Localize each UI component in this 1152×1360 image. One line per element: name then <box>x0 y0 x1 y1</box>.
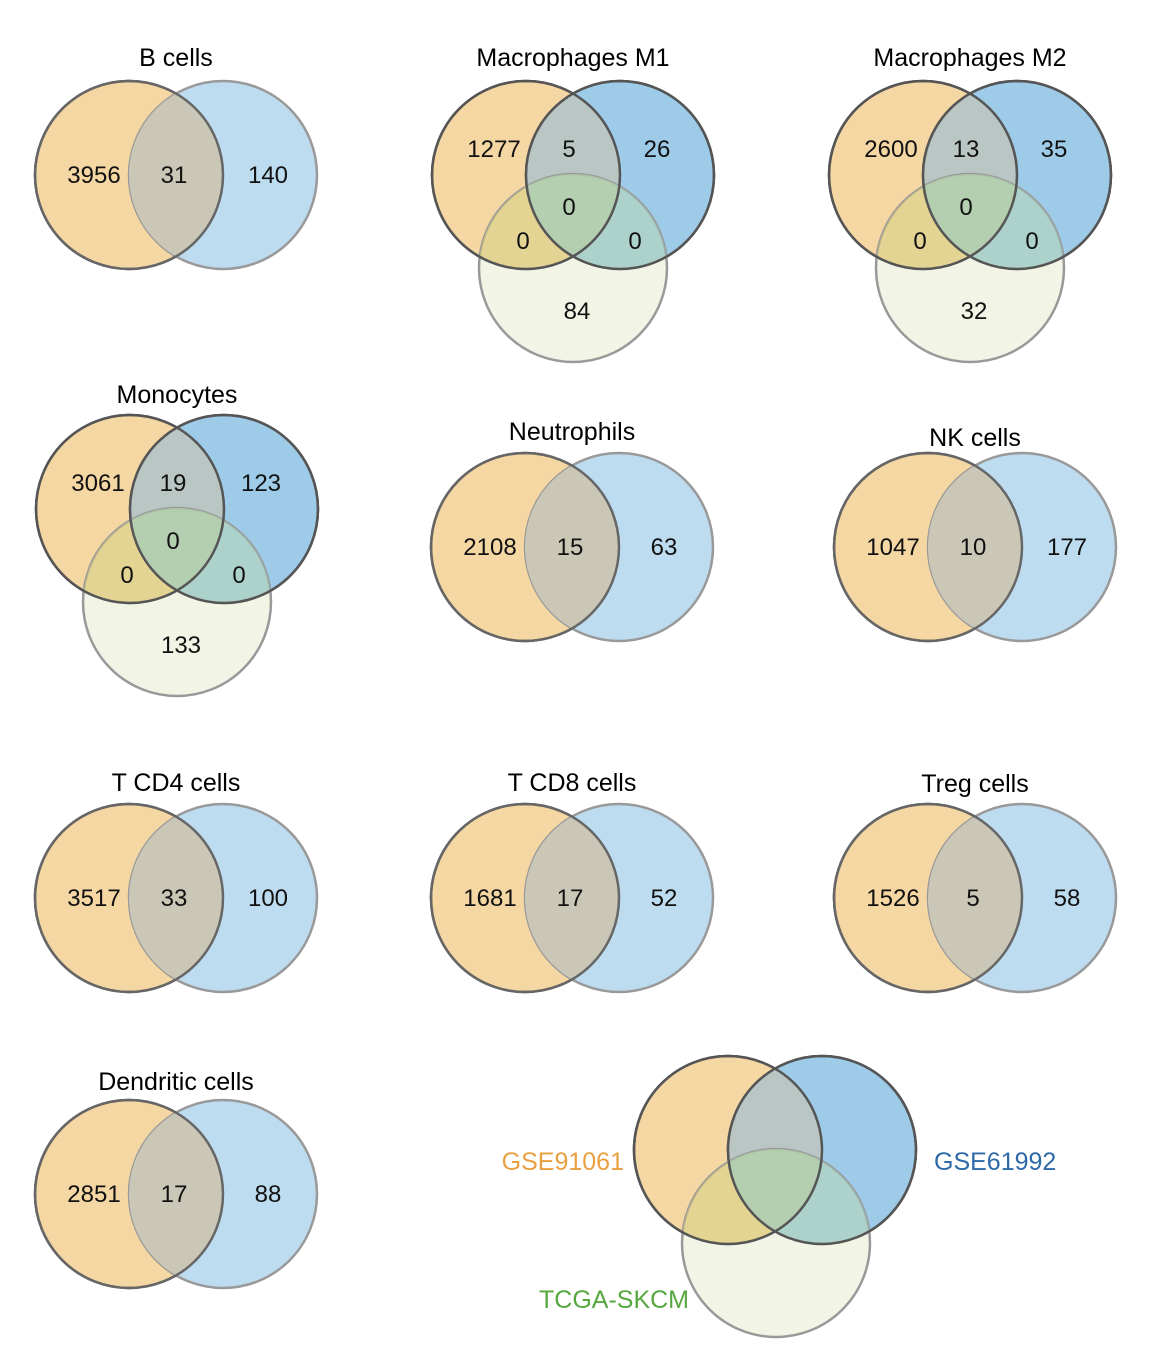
venn-panel-neutrophils: Neutrophils 2108 15 63 <box>429 418 715 643</box>
panel-title-macrophages-m2: Macrophages M2 <box>873 44 1066 72</box>
outline-gse91061 <box>832 802 1024 994</box>
outline-gse91061 <box>430 79 622 271</box>
count-a: 1277 <box>467 136 520 163</box>
count-b: 58 <box>1054 885 1081 912</box>
count-a: 1047 <box>866 534 919 561</box>
legend-outline-gse91061 <box>632 1054 824 1246</box>
count-abc: 0 <box>562 194 575 221</box>
count-ac: 0 <box>120 562 133 589</box>
count-a: 2851 <box>67 1181 120 1208</box>
panel-title-neutrophils: Neutrophils <box>509 418 635 446</box>
overlap-ab <box>129 804 223 992</box>
count-c: 84 <box>564 298 591 325</box>
count-b: 88 <box>255 1181 282 1208</box>
count-b: 26 <box>644 136 671 163</box>
count-abc: 0 <box>166 528 179 555</box>
venn-panel-t-cd8-cells: T CD8 cells 1681 17 52 <box>429 769 715 994</box>
panel-title-monocytes: Monocytes <box>117 381 238 409</box>
overlap-ab <box>525 453 619 641</box>
count-b: 63 <box>651 534 678 561</box>
overlap-ab <box>525 804 619 992</box>
count-ab: 31 <box>161 162 188 189</box>
panel-title-b-cells: B cells <box>139 44 213 72</box>
venn-panel-monocytes: Monocytes 3061 19 123 0 0 0 133 <box>34 381 320 698</box>
count-bc: 0 <box>232 562 245 589</box>
outline-gse61992 <box>921 79 1113 271</box>
overlap-ab <box>129 81 223 269</box>
count-c: 32 <box>961 298 988 325</box>
panel-title-nk-cells: NK cells <box>929 424 1021 452</box>
outline-gse91061 <box>33 79 225 271</box>
legend-label-tcga-skcm: TCGA-SKCM <box>539 1286 689 1314</box>
count-ab: 5 <box>562 136 575 163</box>
count-a: 3061 <box>71 470 124 497</box>
count-a: 1526 <box>866 885 919 912</box>
panel-title-t-cd8-cells: T CD8 cells <box>508 769 637 797</box>
count-ab: 13 <box>953 136 980 163</box>
panel-title-treg-cells: Treg cells <box>921 770 1028 798</box>
count-b: 52 <box>651 885 678 912</box>
count-ab: 10 <box>960 534 987 561</box>
count-ab: 19 <box>160 470 187 497</box>
overlap-ab <box>129 1100 223 1288</box>
outline-gse91061 <box>832 451 1024 643</box>
legend-label-gse61992: GSE61992 <box>934 1148 1056 1176</box>
overlap-ab <box>928 453 1022 641</box>
outline-gse61992 <box>128 413 320 605</box>
outline-gse61992 <box>524 79 716 271</box>
legend-label-gse91061: GSE91061 <box>502 1148 624 1176</box>
venn-panel-treg-cells: Treg cells 1526 5 58 <box>832 770 1118 994</box>
count-ac: 0 <box>913 228 926 255</box>
outline-gse91061 <box>429 802 621 994</box>
count-ab: 17 <box>161 1181 188 1208</box>
count-bc: 0 <box>628 228 641 255</box>
count-b: 177 <box>1047 534 1087 561</box>
venn-panel-t-cd4-cells: T CD4 cells 3517 33 100 <box>33 769 319 994</box>
outline-gse91061 <box>34 413 226 605</box>
count-ab: 5 <box>966 885 979 912</box>
venn-panel-macrophages-m1: Macrophages M1 1277 5 26 0 0 0 84 <box>430 44 716 364</box>
outline-gse91061 <box>429 451 621 643</box>
count-b: 123 <box>241 470 281 497</box>
panel-title-macrophages-m1: Macrophages M1 <box>476 44 669 72</box>
count-ab: 33 <box>161 885 188 912</box>
outline-gse91061 <box>33 1098 225 1290</box>
outline-gse91061 <box>827 79 1019 271</box>
count-ab: 15 <box>557 534 584 561</box>
count-ab: 17 <box>557 885 584 912</box>
venn-panel-dendritic-cells: Dendritic cells 2851 17 88 <box>33 1068 319 1290</box>
count-b: 140 <box>248 162 288 189</box>
legend-outline-gse61992 <box>726 1054 918 1246</box>
count-c: 133 <box>161 632 201 659</box>
count-abc: 0 <box>959 194 972 221</box>
count-a: 1681 <box>463 885 516 912</box>
outline-gse91061 <box>33 802 225 994</box>
count-a: 3956 <box>67 162 120 189</box>
count-a: 2108 <box>463 534 516 561</box>
count-a: 2600 <box>864 136 917 163</box>
venn-panel-nk-cells: NK cells 1047 10 177 <box>832 424 1118 643</box>
panel-title-dendritic-cells: Dendritic cells <box>98 1068 254 1096</box>
count-a: 3517 <box>67 885 120 912</box>
count-bc: 0 <box>1025 228 1038 255</box>
panel-title-t-cd4-cells: T CD4 cells <box>112 769 241 797</box>
overlap-ab <box>928 804 1022 992</box>
venn-panel-b-cells: B cells 3956 31 140 <box>33 44 319 271</box>
venn-panel-macrophages-m2: Macrophages M2 2600 13 35 0 0 0 32 <box>827 44 1113 364</box>
count-ac: 0 <box>516 228 529 255</box>
count-b: 100 <box>248 885 288 912</box>
legend-venn: GSE91061 GSE61992 TCGA-SKCM <box>502 1054 1056 1339</box>
count-b: 35 <box>1041 136 1068 163</box>
